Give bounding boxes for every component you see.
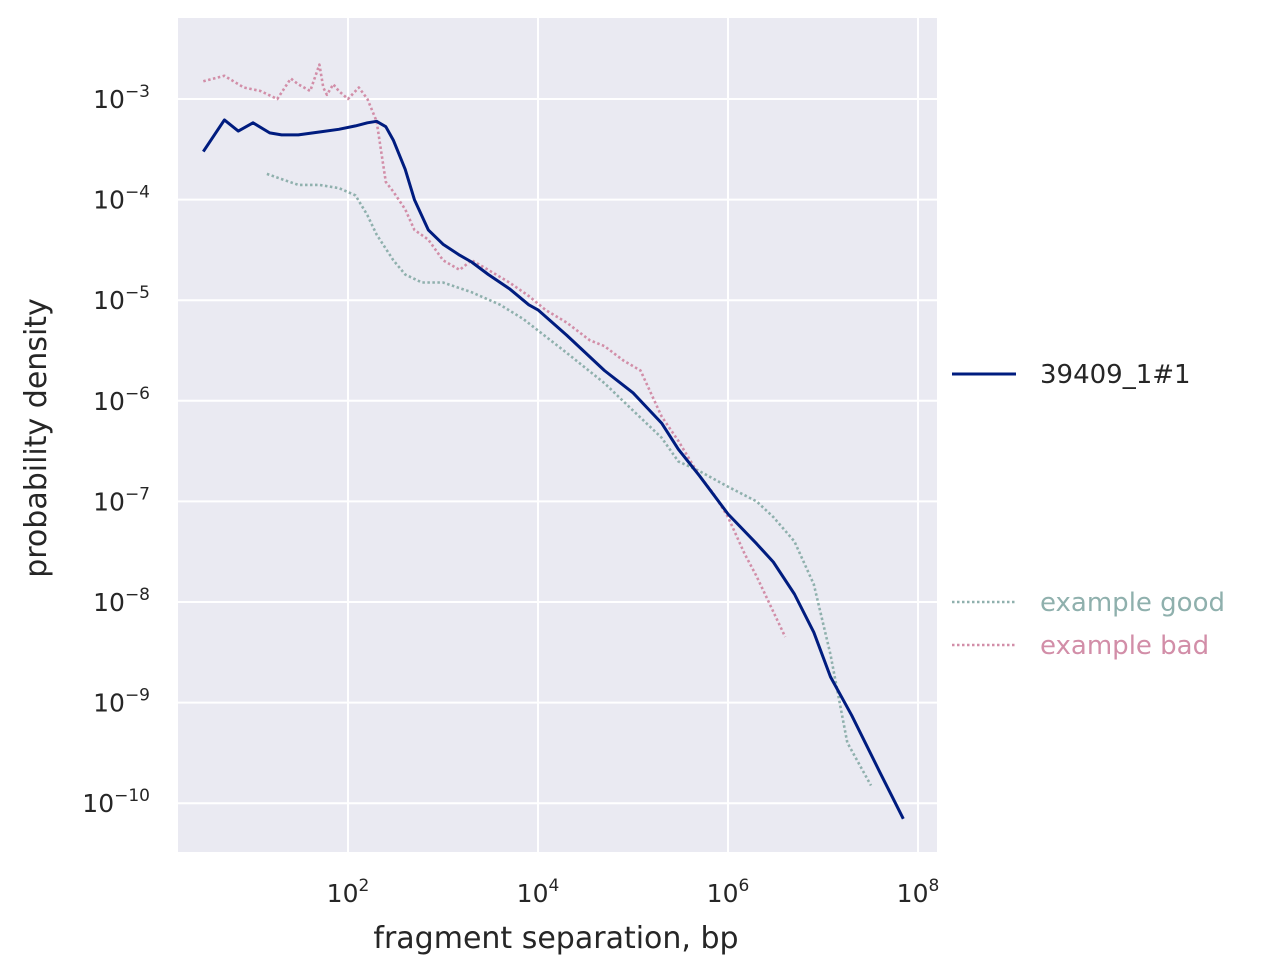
x-tick-exponent: 4 [548, 876, 559, 896]
y-tick-labels: 10−310−410−510−610−710−810−910−10 [82, 82, 150, 818]
series-line-0 [202, 118, 905, 820]
x-tick-labels: 102 104 106 108 [327, 876, 940, 908]
y-tick-label: 10−10 [82, 786, 150, 818]
x-tick-base: 10 [327, 879, 359, 908]
x-tick-label: 108 [897, 876, 940, 908]
x-tick-label: 106 [707, 876, 750, 908]
y-axis-label: probability density [19, 298, 54, 578]
y-tick-exponent: −4 [125, 183, 150, 203]
grid [178, 18, 937, 852]
y-tick-base: 10 [82, 789, 114, 818]
y-tick-exponent: −5 [125, 283, 150, 303]
x-axis-label: fragment separation, bp [373, 921, 738, 956]
y-tick-label: 10−6 [93, 384, 150, 416]
x-tick-label: 104 [517, 876, 560, 908]
y-tick-base: 10 [93, 387, 125, 416]
y-tick-base: 10 [93, 588, 125, 617]
y-tick-exponent: −10 [114, 786, 150, 806]
y-tick-exponent: −7 [125, 484, 150, 504]
y-tick-exponent: −6 [125, 384, 150, 404]
y-tick-label: 10−4 [93, 183, 150, 215]
legend-label: 39409_1#1 [1040, 360, 1191, 390]
legend-label: example good [1040, 588, 1225, 618]
data-lines [202, 63, 905, 820]
y-tick-base: 10 [93, 286, 125, 315]
x-tick-base: 10 [517, 879, 549, 908]
plot-background [178, 18, 937, 852]
y-tick-base: 10 [93, 186, 125, 215]
y-tick-base: 10 [93, 85, 125, 114]
x-tick-base: 10 [897, 879, 929, 908]
x-tick-label: 102 [327, 876, 370, 908]
y-tick-base: 10 [93, 487, 125, 516]
legend-label: example bad [1040, 631, 1209, 661]
y-tick-label: 10−5 [93, 283, 150, 315]
y-tick-label: 10−9 [93, 686, 150, 718]
y-tick-base: 10 [93, 689, 125, 718]
series-line-1 [266, 172, 873, 787]
y-tick-label: 10−8 [93, 585, 150, 617]
y-tick-label: 10−3 [93, 82, 150, 114]
x-tick-base: 10 [707, 879, 739, 908]
x-tick-exponent: 6 [738, 876, 749, 896]
y-tick-label: 10−7 [93, 484, 150, 516]
y-tick-exponent: −9 [125, 686, 150, 706]
series-line-2 [202, 63, 787, 638]
y-tick-exponent: −8 [125, 585, 150, 605]
x-tick-exponent: 2 [358, 876, 369, 896]
y-tick-exponent: −3 [125, 82, 150, 102]
x-tick-exponent: 8 [928, 876, 939, 896]
